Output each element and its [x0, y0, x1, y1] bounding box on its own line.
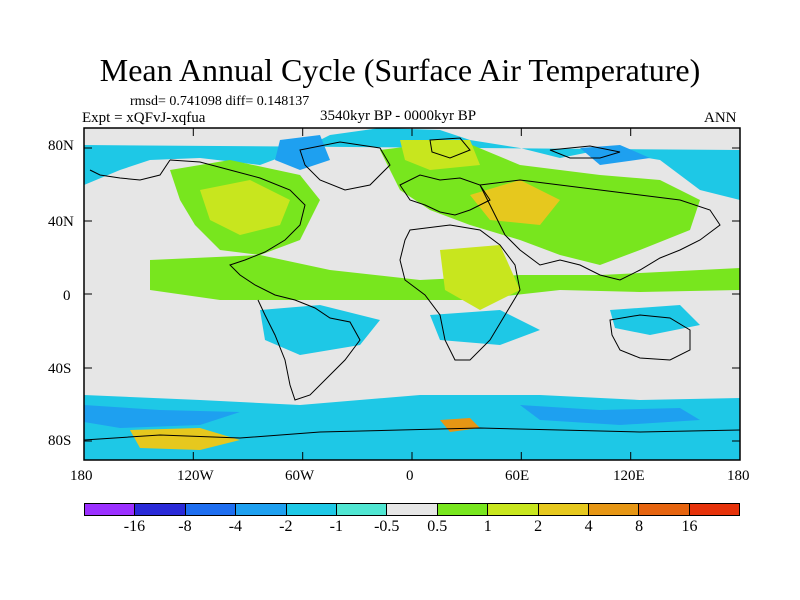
x-tick-label: 180 [70, 468, 93, 484]
x-tick-label: 180 [727, 468, 750, 484]
southern-ocean-blue [84, 405, 700, 428]
pacific-cool [610, 305, 700, 335]
axis-ticks [83, 128, 741, 460]
colorbar-label: -1 [329, 518, 343, 535]
colorbar-swatch [135, 504, 186, 515]
colorbar-swatch [588, 504, 640, 515]
x-tick-label: 60W [285, 468, 315, 484]
colorbar-label: -8 [178, 518, 192, 535]
greenland-blue-patch [275, 135, 330, 170]
indian-ocean-cool [430, 310, 540, 345]
colorbar-label: -16 [123, 518, 146, 535]
period-label: 3540kyr BP - 0000kyr BP [320, 108, 477, 124]
antarctic-warm-patch [130, 428, 240, 450]
x-tick-label: 120W [177, 468, 214, 484]
colorbar-swatch [85, 504, 136, 515]
colorbar-swatch [336, 504, 388, 515]
y-tick-label: 80S [48, 433, 72, 449]
colorbar-swatch [538, 504, 589, 515]
anomaly-fields [84, 128, 740, 460]
colorbar-swatch [639, 504, 690, 515]
colorbar-swatch [387, 504, 438, 515]
x-tick-label: 120E [613, 468, 645, 484]
tropical-warm-belt [150, 255, 740, 300]
coastlines [84, 137, 740, 441]
plot-title: Mean Annual Cycle (Surface Air Temperatu… [99, 52, 701, 88]
colorbar-label: 2 [534, 518, 543, 535]
x-tick-label: 60E [505, 468, 530, 484]
siberia-warm [470, 180, 560, 225]
arctic-blue-patch [580, 145, 650, 165]
north-america-warmer [200, 180, 290, 235]
colorbar-swatch [185, 504, 237, 515]
colorbar-label: 16 [681, 518, 698, 535]
colorbar-label: -4 [228, 518, 243, 535]
colorbar-swatch [236, 504, 287, 515]
colorbar-label: 8 [635, 518, 644, 535]
colorbar-label: -2 [279, 518, 293, 535]
africa-warm [440, 245, 520, 310]
stats-text: rmsd= 0.741098 diff= 0.148137 [130, 94, 310, 109]
colorbar-label: 0.5 [427, 518, 448, 535]
y-tick-label: 40N [48, 214, 74, 230]
colorbar-label: -0.5 [374, 518, 400, 535]
y-tick-label: 80N [48, 138, 74, 154]
y-tick-label: 0 [63, 288, 71, 304]
x-tick-label: 0 [406, 468, 414, 484]
experiment-label: Expt = xQFvJ-xqfua [82, 110, 206, 126]
y-tick-label: 40S [48, 361, 72, 377]
colorbar-label: 1 [483, 518, 492, 535]
season-label: ANN [704, 110, 737, 126]
colorbar-swatch [488, 504, 539, 515]
southern-ocean-cool [84, 395, 740, 460]
south-america-cool [260, 305, 380, 355]
colorbar-swatch [689, 504, 740, 515]
colorbar-swatch [437, 504, 489, 515]
colorbar [84, 503, 740, 516]
colorbar-label: 4 [584, 518, 593, 535]
colorbar-swatch [286, 504, 337, 515]
